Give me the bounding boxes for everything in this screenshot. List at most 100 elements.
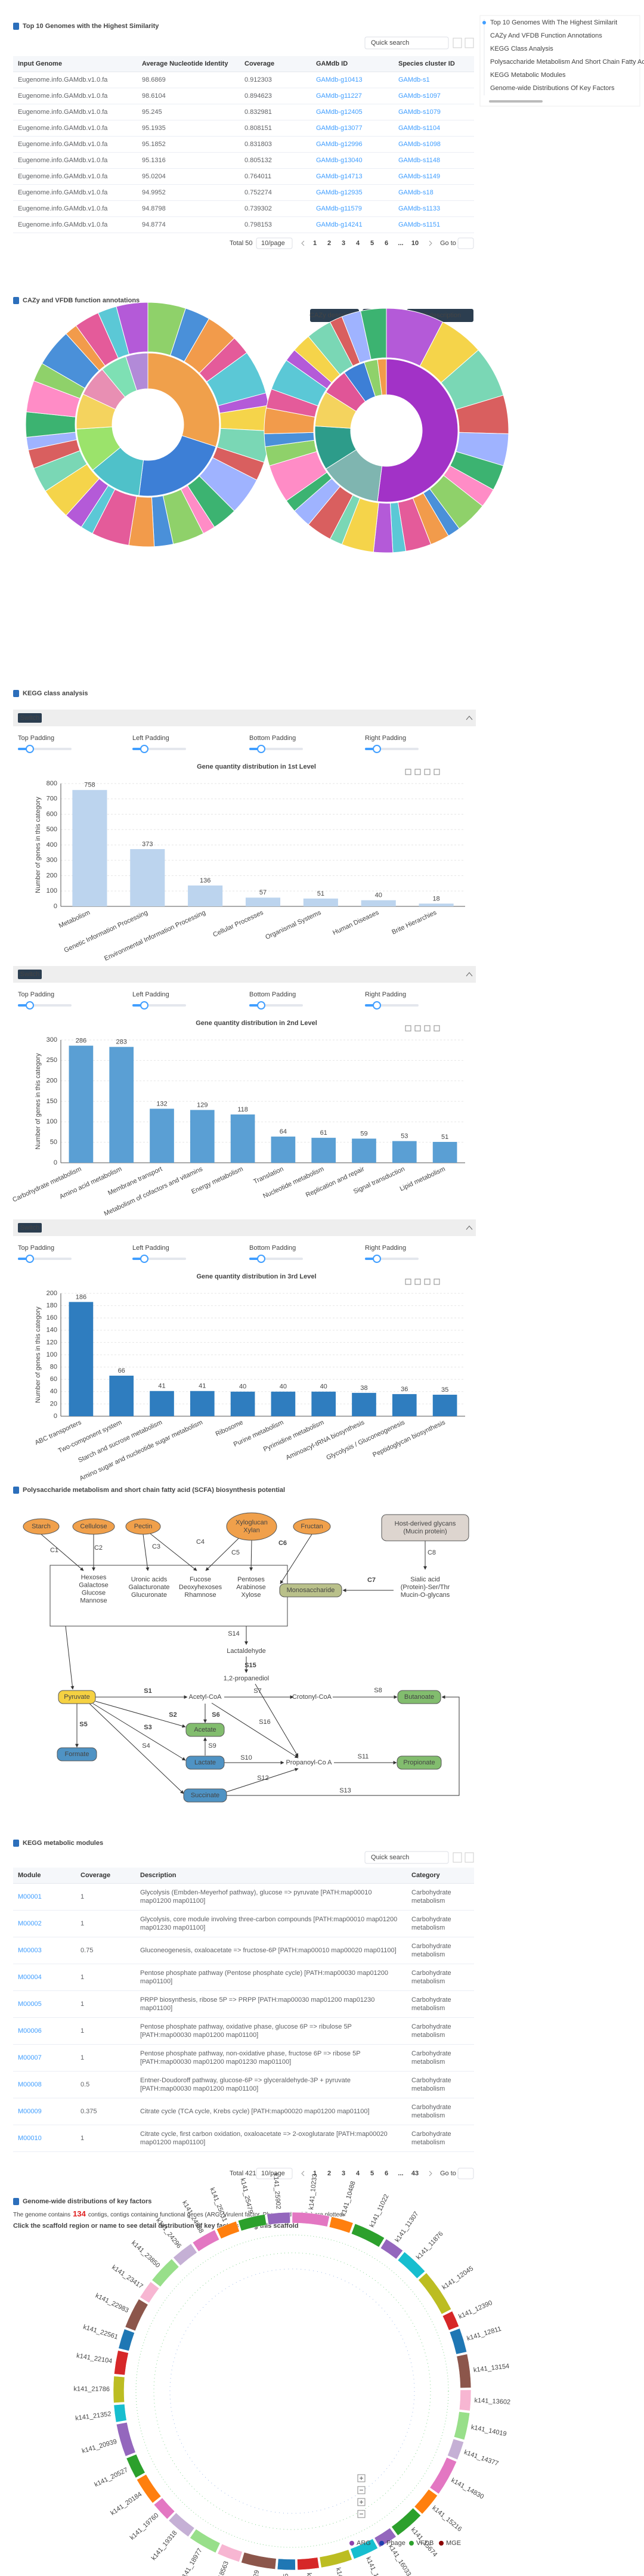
chart-tool-icon[interactable]	[414, 1025, 421, 1032]
sunburst-segment[interactable]	[125, 352, 148, 391]
bar[interactable]	[230, 1391, 255, 1416]
bar[interactable]	[150, 1391, 174, 1416]
scaffold-block[interactable]	[456, 2354, 472, 2388]
cell-link[interactable]: M00009	[18, 2108, 42, 2115]
scaffold-name[interactable]: k141_25479	[239, 2178, 255, 2215]
page-number[interactable]: 6	[385, 240, 388, 247]
cell-link[interactable]: GAMdb-s1098	[398, 141, 441, 148]
bar[interactable]	[303, 898, 338, 906]
page-number[interactable]: ...	[398, 240, 403, 247]
sunburst-segment[interactable]	[377, 358, 459, 503]
scaffold-block[interactable]	[391, 2507, 421, 2536]
switch-button[interactable]	[18, 970, 42, 979]
scaffold-name[interactable]: k141_14377	[463, 2448, 499, 2467]
page-number[interactable]: 1	[313, 240, 317, 247]
cell-link[interactable]: GAMdb-g12935	[316, 189, 363, 196]
slider-knob[interactable]	[140, 745, 148, 753]
chart-tool-icon[interactable]	[405, 1025, 411, 1032]
cell-link[interactable]: GAMdb-s1	[398, 76, 430, 83]
sunburst-segment[interactable]	[147, 352, 220, 447]
page-number[interactable]: 1	[313, 2170, 317, 2177]
cell-link[interactable]: M00002	[18, 1920, 42, 1927]
bar[interactable]	[150, 1109, 174, 1163]
scaffold-block[interactable]	[116, 2422, 136, 2457]
scaffold-name[interactable]: k141_11022	[369, 2193, 391, 2228]
search-box[interactable]	[364, 36, 449, 49]
nav-item[interactable]: Top 10 Genomes With The Highest Similari…	[490, 19, 617, 26]
scaffold-name[interactable]: k141_11307	[394, 2210, 420, 2244]
scaffold-name[interactable]: k141_12390	[457, 2299, 493, 2321]
scaffold-block[interactable]	[350, 2538, 378, 2559]
goto-input[interactable]	[457, 237, 474, 249]
cell-link[interactable]: M00004	[18, 1974, 42, 1981]
cell-link[interactable]: GAMdb-s1097	[398, 92, 441, 100]
slider-knob[interactable]	[257, 745, 265, 753]
cell-link[interactable]: GAMdb-g14713	[316, 173, 363, 180]
bar[interactable]	[432, 1394, 457, 1416]
scaffold-name[interactable]: k141_15216	[431, 2504, 463, 2533]
bar[interactable]	[190, 1110, 215, 1163]
slider-knob[interactable]	[373, 1255, 381, 1263]
scaffold-name[interactable]: k141_17240	[305, 2572, 315, 2576]
scaffold-name[interactable]: k141_16891	[335, 2567, 351, 2576]
cell-link[interactable]: GAMdb-g13040	[316, 157, 363, 164]
cell-link[interactable]: M00005	[18, 2001, 42, 2008]
nav-item[interactable]: CAZy And VFDB Function Annotations	[490, 32, 602, 39]
chart-tool-icon[interactable]	[405, 769, 411, 775]
nav-item[interactable]: KEGG Class Analysis	[490, 45, 553, 52]
bar[interactable]	[72, 789, 107, 906]
scaffold-block[interactable]	[126, 2454, 145, 2478]
collapse-icon[interactable]	[466, 972, 473, 977]
scaffold-name[interactable]: k141_13602	[474, 2397, 510, 2406]
scaffold-block[interactable]	[351, 2223, 385, 2247]
scaffold-name[interactable]: k141_18977	[179, 2547, 204, 2576]
scaffold-block[interactable]	[414, 2489, 438, 2515]
next-arrow[interactable]	[429, 2171, 432, 2176]
scaffold-block[interactable]	[449, 2328, 467, 2355]
search-box[interactable]	[364, 1851, 449, 1864]
cell-link[interactable]: GAMdb-g12405	[316, 109, 363, 116]
sunburst-segment[interactable]	[377, 358, 387, 396]
scaffold-name[interactable]: k141_23417	[110, 2264, 144, 2290]
nav-item[interactable]: Polysaccharide Metabolism And Short Chai…	[490, 58, 644, 66]
scaffold-block[interactable]	[447, 2438, 464, 2460]
scaffold-name[interactable]: k141_16452	[364, 2556, 386, 2576]
scaffold-block[interactable]	[238, 2214, 267, 2231]
cell-link[interactable]: M00008	[18, 2081, 42, 2088]
scaffold-block[interactable]	[113, 2376, 125, 2403]
scaffold-name[interactable]: k141_10233	[308, 2174, 318, 2210]
cell-link[interactable]: GAMdb-g14241	[316, 221, 363, 228]
scaffold-name[interactable]: k141_13154	[473, 2363, 510, 2374]
tool-button[interactable]	[453, 1852, 462, 1863]
cell-link[interactable]: GAMdb-g10413	[316, 76, 363, 83]
cell-link[interactable]: GAMdb-s18	[398, 189, 434, 196]
scaffold-block[interactable]	[190, 2529, 221, 2553]
scaffold-name[interactable]: k141_14019	[470, 2424, 507, 2438]
chart-tool-icon[interactable]	[424, 1278, 431, 1285]
bar[interactable]	[188, 885, 223, 906]
switch-label[interactable]: Switch	[20, 714, 39, 722]
bar[interactable]	[432, 1141, 457, 1163]
sunburst-segment[interactable]	[138, 435, 216, 497]
bar[interactable]	[352, 1392, 376, 1416]
page-number[interactable]: 5	[370, 240, 374, 247]
page-size-select[interactable]	[256, 237, 293, 249]
scaffold-block[interactable]	[140, 2281, 160, 2303]
chart-tool-icon[interactable]	[424, 769, 431, 775]
slider-knob[interactable]	[140, 1255, 148, 1263]
collapse-icon[interactable]	[466, 1225, 473, 1230]
scaffold-block[interactable]	[173, 2243, 197, 2266]
page-number[interactable]: 10	[411, 240, 419, 247]
cell-link[interactable]: M00010	[18, 2135, 42, 2142]
scaffold-block[interactable]	[151, 2258, 179, 2287]
bar[interactable]	[311, 1391, 336, 1416]
scaffold-block[interactable]	[216, 2221, 240, 2239]
scaffold-name[interactable]: k141_18129	[247, 2569, 261, 2576]
slider-knob[interactable]	[26, 745, 34, 753]
page-number[interactable]: 3	[342, 240, 345, 247]
cell-link[interactable]: GAMdb-g11227	[316, 92, 362, 100]
scaffold-block[interactable]	[114, 2350, 129, 2376]
chart-tool-icon[interactable]	[434, 769, 440, 775]
scaffold-block[interactable]	[329, 2216, 354, 2234]
scaffold-block[interactable]	[192, 2230, 220, 2252]
